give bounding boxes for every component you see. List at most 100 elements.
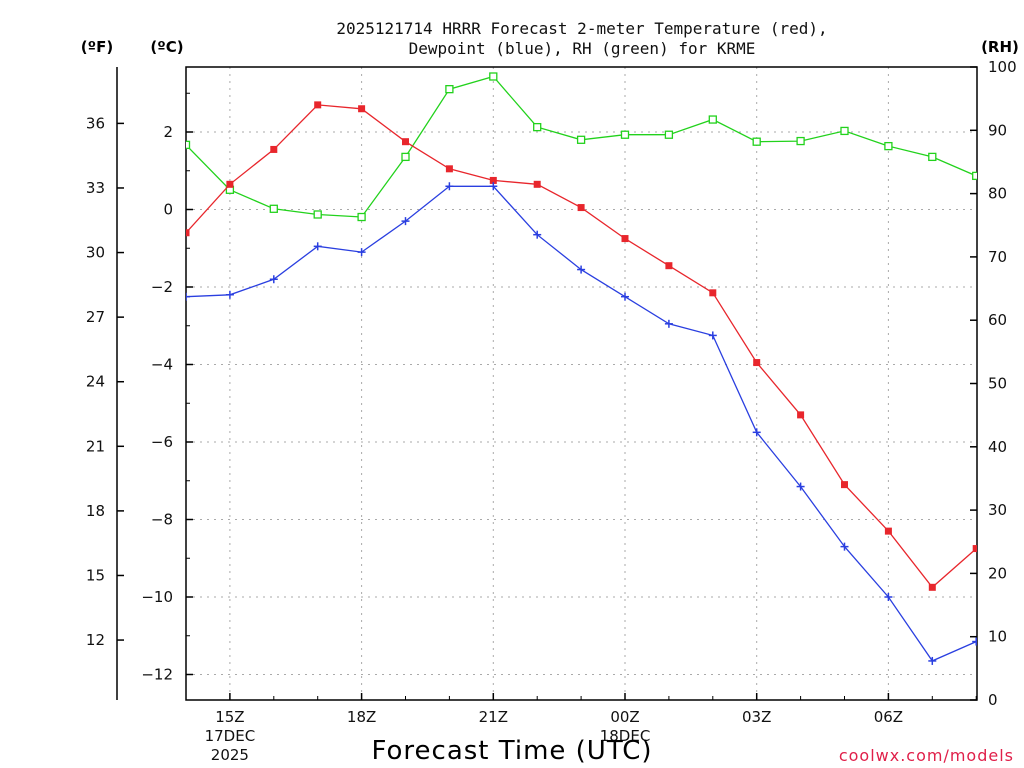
rh-point [884,141,893,151]
plot-area [186,72,977,665]
dewpoint-point [972,637,977,646]
dewpoint-point [928,656,937,665]
rh-point [972,171,977,181]
celsius-unit-label: (ºC) [150,38,183,56]
rh-point [752,137,761,146]
celsius-tick-label: −2 [151,278,173,296]
temperature-point [489,176,497,184]
rh-tick-label: 30 [988,501,1007,519]
celsius-tick-label: 0 [163,201,173,219]
dewpoint-point [401,217,410,226]
x-tick-label: 18Z [347,708,376,726]
dewpoint-point [357,248,366,257]
plot-frame [116,66,978,701]
rh-point [269,204,278,213]
rh-point [796,136,805,146]
chart-title-line-2: Dewpoint (blue), RH (green) for KRME [409,39,756,58]
dewpoint-point [664,319,673,328]
rh-point [840,126,849,136]
rh-point [928,152,937,162]
rh-line [186,75,977,218]
rh-tick-label: 20 [988,564,1007,582]
axis-ticks: 20−2−4−6−8−10−12363330272421181512100908… [86,58,1017,764]
rh-point [357,212,366,222]
series-rh [186,72,977,222]
temperature-point [577,204,585,212]
rh-point [186,140,191,150]
fahrenheit-tick-label: 24 [86,373,105,391]
dewpoint-point [796,482,805,491]
temperature-line [186,104,977,589]
rh-point [313,210,322,219]
fahrenheit-tick-label: 30 [86,244,105,262]
temperature-point [841,481,848,489]
rh-tick-label: 70 [988,248,1007,266]
x-tick-year-label: 2025 [211,746,249,764]
fahrenheit-tick-label: 18 [86,502,105,520]
fahrenheit-tick-label: 33 [86,179,105,197]
celsius-tick-label: 2 [163,123,173,141]
rh-tick-label: 60 [988,311,1007,329]
temperature-point [797,411,805,419]
data-series [186,72,977,665]
temperature-point [226,180,234,188]
temperature-point [445,165,453,173]
temperature-point [665,262,673,270]
dewpoint-point [269,275,278,284]
fahrenheit-tick-label: 27 [86,308,105,326]
rh-tick-label: 90 [988,121,1007,139]
temperature-point [186,229,190,237]
x-tick-label: 21Z [479,708,508,726]
x-tick-label: 03Z [742,708,771,726]
dewpoint-point [708,331,717,340]
x-axis-title: Forecast Time (UTC) [371,736,652,766]
dewpoint-point [445,182,454,191]
temperature-point [270,145,278,153]
plot-border [185,66,978,701]
rh-tick-label: 50 [988,375,1007,393]
rh-point [533,122,542,132]
dewpoint-point [840,542,849,551]
series-temperature [186,101,977,591]
temperature-point [709,289,717,297]
dewpoint-line [186,185,977,662]
gridlines [186,67,977,700]
series-dewpoint [186,182,977,665]
rh-tick-label: 40 [988,438,1007,456]
temperature-point [533,180,541,188]
temperature-point [884,527,892,535]
rh-tick-label: 100 [988,58,1017,76]
fahrenheit-tick-label: 36 [86,114,105,132]
dewpoint-point [225,290,234,299]
rh-tick-label: 80 [988,185,1007,203]
chart-title-line-1: 2025121714 HRRR Forecast 2-meter Tempera… [336,19,827,38]
x-tick-label: 00Z [610,708,639,726]
temperature-point [753,359,761,367]
temperature-point [928,583,936,591]
celsius-tick-label: −6 [151,433,173,451]
rh-point [664,130,674,139]
dewpoint-point [489,182,498,191]
rh-point [401,152,410,162]
dewpoint-point [884,593,893,601]
temperature-point [402,138,409,146]
rh-point [620,130,630,139]
celsius-tick-label: −8 [151,511,173,529]
dewpoint-point [621,292,629,301]
rh-point [445,85,454,94]
x-tick-date-label: 18DEC [600,727,651,745]
dewpoint-point [577,265,586,274]
rh-point [489,72,498,81]
fahrenheit-tick-label: 15 [86,566,105,584]
x-tick-label: 15Z [215,708,244,726]
rh-point [576,135,586,144]
dewpoint-point [752,428,761,437]
dewpoint-point [313,242,322,251]
x-tick-label: 06Z [874,708,903,726]
temperature-point [314,101,322,109]
source-credit: coolwx.com/models [839,746,1014,765]
x-tick-date-label: 17DEC [205,727,256,745]
fahrenheit-tick-label: 12 [86,631,105,649]
dewpoint-point [186,292,190,301]
rh-point [708,115,717,124]
